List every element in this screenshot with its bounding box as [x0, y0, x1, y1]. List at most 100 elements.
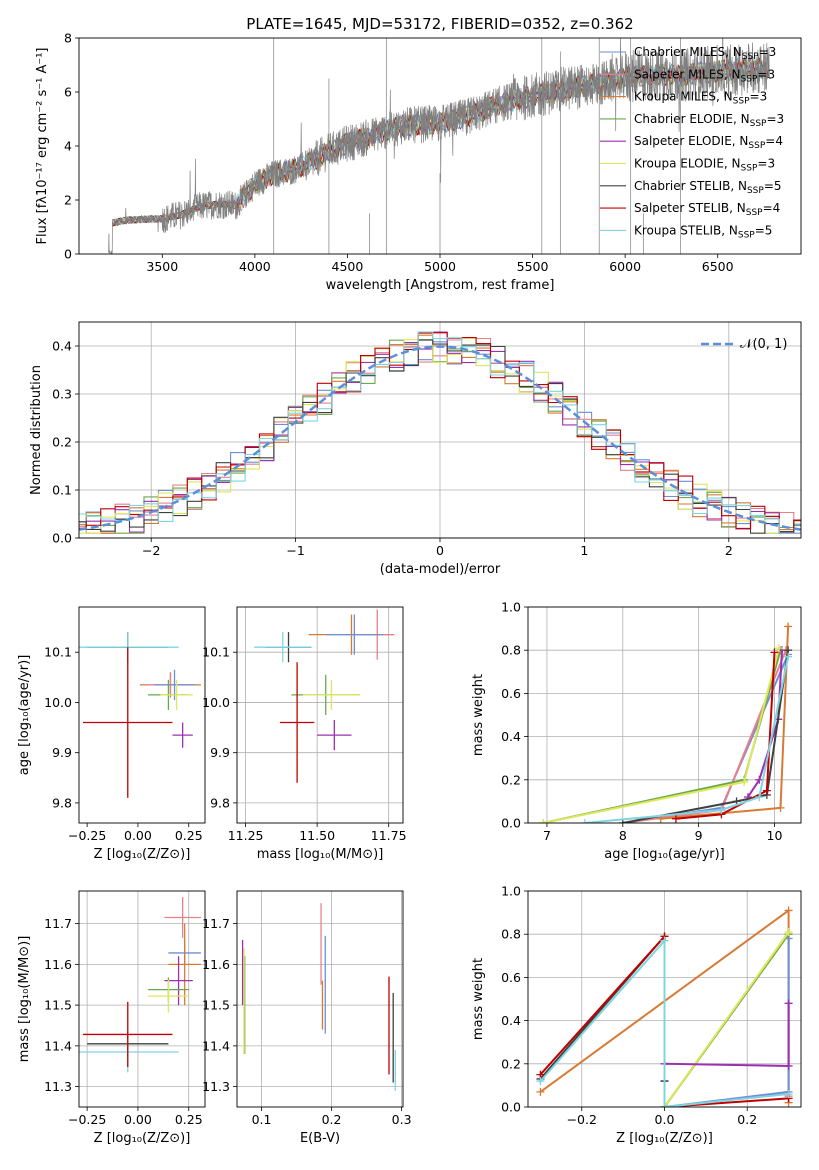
axes-frame — [527, 890, 802, 1108]
x-tick-label: 0.00 — [124, 1112, 152, 1127]
panel-weight_vs_age: 7 8 9 10 0.0 0.2 0.4 0.6 0.8 1.0 age [log₁₀(age/yr… — [471, 600, 802, 862]
x-tick-label: 0.1 — [252, 1112, 272, 1127]
x-tick-label: 1 — [580, 543, 588, 558]
y-tick-label: 11.4 — [202, 1038, 230, 1053]
x-tick-label: 11.75 — [371, 828, 407, 843]
legend-entry: Chabrier ELODIE, NSSP=3 — [634, 112, 784, 129]
weight-marker — [536, 1087, 545, 1096]
errorbar-point — [148, 979, 189, 1013]
y-tick-label: 10.1 — [44, 645, 72, 660]
x-tick-label: 10 — [767, 828, 783, 843]
y-axis-label: Normed distribution — [29, 365, 44, 495]
figure-title: PLATE=1645, MJD=53172, FIBERID=0352, z=0… — [246, 15, 633, 33]
y-tick-label: 11.4 — [44, 1038, 72, 1053]
weight-series-line — [539, 939, 789, 1107]
legend-entry: Chabrier STELIB, NSSP=5 — [634, 179, 782, 196]
y-tick-label: 2 — [64, 193, 72, 208]
y-tick-label: 8 — [64, 31, 72, 46]
x-tick-label: 9 — [695, 828, 703, 843]
axes-frame — [236, 890, 404, 1108]
x-axis-label: wavelength [Angstrom, rest frame] — [326, 278, 555, 293]
plot-area-age_vs_mass — [254, 609, 395, 783]
y-tick-label: 0.0 — [501, 1100, 521, 1115]
y-tick-label: 0 — [64, 247, 72, 262]
weight-marker — [755, 793, 764, 802]
gaussian-reference-line — [79, 345, 801, 531]
errorbar-point — [83, 1001, 173, 1068]
weight-marker — [775, 644, 784, 653]
x-tick-label: 0.2 — [737, 1112, 757, 1127]
x-tick-label: 4000 — [239, 259, 271, 274]
plot-area-age_vs_Z — [79, 632, 201, 798]
axes-frame — [527, 606, 802, 824]
legend-entry: Salpeter ELODIE, NSSP=4 — [634, 134, 783, 151]
x-tick-label: 0.2 — [322, 1112, 342, 1127]
errorbar-point — [302, 679, 361, 710]
y-tick-label: 9.9 — [210, 745, 230, 760]
plot-area-residuals — [79, 331, 801, 534]
y-tick-label: 11.3 — [44, 1079, 72, 1094]
x-tick-label: 0 — [436, 543, 444, 558]
legend: Chabrier MILES, NSSP=3 Salpeter MILES, NS… — [600, 45, 784, 240]
errorbar-point — [168, 923, 201, 1006]
y-tick-label: 0.8 — [501, 643, 521, 658]
x-tick-label: −2 — [142, 543, 160, 558]
errorbar-point — [172, 722, 193, 748]
residual-histogram-line — [79, 339, 801, 534]
weight-marker — [784, 652, 793, 661]
weight-marker — [770, 648, 779, 657]
panel-mass_vs_ebv: 0.1 0.2 0.3 11.3 11.4 11.5 11.6 11.7 E(B-V) — [202, 890, 412, 1146]
x-tick-label: −1 — [286, 543, 304, 558]
errorbar-point — [164, 897, 201, 938]
weight-series-line — [663, 931, 790, 1107]
plot-area-mass_vs_ebv — [241, 903, 396, 1091]
weight-series-line — [584, 656, 790, 823]
legend-gaussian-label: 𝒩(0, 1) — [740, 337, 787, 352]
y-tick-label: 0.0 — [501, 816, 521, 831]
y-tick-label: 0.4 — [52, 339, 72, 354]
legend-entry: Kroupa ELODIE, NSSP=3 — [634, 157, 775, 174]
plot-area-spectrum — [108, 38, 770, 254]
y-tick-label: 11.3 — [202, 1079, 230, 1094]
y-axis-label: mass [log₁₀(M/M⊙)] — [17, 936, 32, 1063]
errorbar-point — [325, 614, 383, 655]
x-tick-label: 6000 — [609, 259, 641, 274]
x-tick-label: 11.50 — [299, 828, 335, 843]
panel-age_vs_mass: 11.25 11.50 11.75 9.8 9.9 10.0 10.1 mass [log₁₀… — [202, 606, 407, 862]
observed-spectrum-line — [108, 38, 770, 254]
x-tick-label: 0.25 — [175, 828, 203, 843]
y-tick-label: 0.2 — [501, 1056, 521, 1071]
weight-marker — [660, 1103, 669, 1107]
weight-marker — [784, 622, 793, 631]
y-axis-label: Flux [fλ10⁻¹⁷ erg cm⁻² s⁻¹ A⁻¹] — [35, 48, 50, 245]
x-tick-label: 11.25 — [228, 828, 264, 843]
errorbar-point — [83, 647, 173, 798]
plot-layer: 3500 4000 4500 5000 5500 6000 6500 0 2 4 6 8 wavelen… — [17, 31, 802, 1146]
axes-frame — [78, 890, 206, 1108]
axes-frame — [78, 606, 206, 824]
y-tick-label: 11.7 — [202, 916, 230, 931]
x-tick-label: 5000 — [424, 259, 456, 274]
weight-marker — [580, 819, 589, 823]
y-tick-label: 9.8 — [210, 795, 230, 810]
y-tick-label: 11.6 — [44, 957, 72, 972]
errorbar-point — [317, 720, 352, 751]
plot-area-mass_vs_Z — [79, 897, 201, 1073]
errorbar-point — [164, 956, 193, 1006]
x-tick-label: 0.25 — [175, 1112, 203, 1127]
y-axis-label: age [log₁₀(age/yr)] — [17, 655, 32, 776]
y-tick-label: 0.6 — [501, 686, 521, 701]
axes-frame — [78, 321, 802, 539]
y-tick-label: 0.4 — [501, 729, 521, 744]
weight-marker — [784, 999, 793, 1008]
plot-area-weight_vs_age — [539, 622, 793, 823]
y-tick-label: 0.2 — [501, 772, 521, 787]
panel-mass_vs_Z: −0.25 0.00 0.25 11.3 11.4 11.5 11.6 11.7 Z [log₁… — [17, 890, 206, 1146]
x-tick-label: 0.00 — [124, 828, 152, 843]
errorbar-point — [279, 662, 315, 783]
legend-entry: Kroupa MILES, NSSP=3 — [634, 90, 767, 107]
x-axis-label: mass [log₁₀(M/M⊙)] — [257, 847, 384, 862]
y-tick-label: 11.6 — [202, 957, 230, 972]
